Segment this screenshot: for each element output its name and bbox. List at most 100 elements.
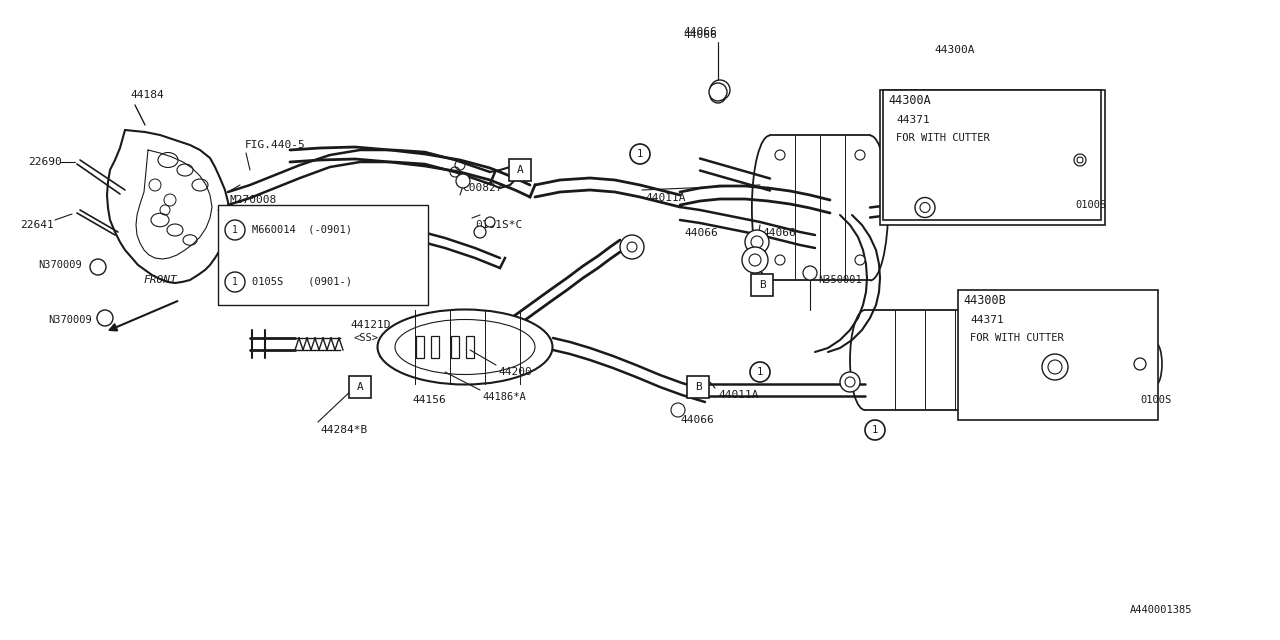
Text: 44371: 44371: [896, 115, 929, 125]
Text: A: A: [357, 382, 364, 392]
Text: N350001: N350001: [818, 275, 861, 285]
Bar: [751, 274, 773, 296]
Circle shape: [774, 150, 785, 160]
Text: 44011A: 44011A: [718, 390, 759, 400]
Text: 44371: 44371: [970, 315, 1004, 325]
Text: <SS>: <SS>: [353, 333, 378, 343]
Circle shape: [855, 255, 865, 265]
Text: FOR WITH CUTTER: FOR WITH CUTTER: [896, 133, 989, 143]
Text: 0100S: 0100S: [1075, 200, 1106, 210]
Text: 44066: 44066: [684, 27, 717, 37]
Circle shape: [1076, 157, 1083, 163]
Circle shape: [627, 242, 637, 252]
Text: 1: 1: [872, 425, 878, 435]
Circle shape: [376, 230, 384, 238]
Circle shape: [749, 254, 762, 266]
Text: FOR WITH CUTTER: FOR WITH CUTTER: [970, 333, 1064, 343]
Circle shape: [346, 218, 355, 226]
Circle shape: [751, 236, 763, 248]
Circle shape: [1074, 154, 1085, 166]
Circle shape: [1042, 354, 1068, 380]
Text: 44184: 44184: [131, 90, 164, 100]
Text: FIG.440-5: FIG.440-5: [244, 140, 306, 150]
Text: 44300B: 44300B: [963, 294, 1006, 307]
Circle shape: [745, 230, 769, 254]
Text: 44121D: 44121D: [305, 255, 346, 265]
Circle shape: [381, 223, 389, 231]
Text: M270008: M270008: [230, 195, 278, 205]
Bar: [416, 336, 424, 358]
Text: N370009: N370009: [38, 260, 82, 270]
Text: 1: 1: [637, 149, 643, 159]
Circle shape: [411, 234, 419, 242]
Circle shape: [915, 198, 934, 218]
Text: 44284*B: 44284*B: [320, 425, 367, 435]
Text: FOR WITH CUTTER: FOR WITH CUTTER: [920, 132, 1009, 142]
Circle shape: [485, 217, 495, 227]
Circle shape: [378, 220, 387, 228]
Circle shape: [774, 255, 785, 265]
Bar: [881, 90, 1105, 225]
Circle shape: [383, 233, 390, 241]
Text: 44184: 44184: [259, 233, 292, 243]
Circle shape: [803, 266, 817, 280]
Circle shape: [1134, 358, 1146, 370]
Text: 0100S: 0100S: [1140, 395, 1171, 405]
Circle shape: [90, 259, 106, 275]
Bar: [466, 336, 474, 358]
Text: 0100S: 0100S: [1068, 167, 1100, 177]
Bar: [957, 290, 1158, 420]
Text: A: A: [517, 165, 524, 175]
Circle shape: [1048, 360, 1062, 374]
Text: 44371: 44371: [931, 115, 961, 125]
Circle shape: [97, 310, 113, 326]
Text: 44121D: 44121D: [349, 320, 390, 330]
Text: M660014  (-0901): M660014 (-0901): [252, 225, 352, 235]
Circle shape: [225, 220, 244, 240]
Circle shape: [456, 174, 470, 188]
Circle shape: [742, 247, 768, 273]
Text: B: B: [695, 382, 701, 392]
Text: 22690: 22690: [28, 157, 61, 167]
Circle shape: [845, 377, 855, 387]
Bar: [431, 336, 439, 358]
Ellipse shape: [378, 310, 553, 385]
Bar: [218, 205, 428, 305]
Bar: [883, 90, 1101, 220]
Text: <MT>: <MT>: [310, 267, 335, 277]
Text: 22641: 22641: [20, 220, 54, 230]
Text: 0105S    (0901-): 0105S (0901-): [252, 277, 352, 287]
Text: 1: 1: [756, 367, 763, 377]
Bar: [451, 336, 460, 358]
Circle shape: [855, 150, 865, 160]
Text: 44156: 44156: [412, 395, 445, 405]
Text: M250076: M250076: [285, 295, 329, 305]
Text: 44186*A: 44186*A: [483, 392, 526, 402]
Circle shape: [710, 80, 730, 100]
Text: 44200: 44200: [498, 367, 531, 377]
Circle shape: [865, 420, 884, 440]
Text: 44066: 44066: [762, 228, 796, 238]
Circle shape: [709, 83, 727, 101]
Bar: [349, 376, 371, 398]
Text: 44066: 44066: [684, 30, 717, 40]
Text: C00827: C00827: [462, 183, 503, 193]
Text: FRONT: FRONT: [143, 275, 177, 285]
Text: 44066: 44066: [680, 415, 714, 425]
Circle shape: [413, 226, 421, 234]
Circle shape: [348, 228, 356, 236]
Text: 44300A: 44300A: [934, 45, 975, 55]
Bar: [509, 159, 531, 181]
Text: N370009: N370009: [49, 315, 92, 325]
Text: 44011A: 44011A: [645, 193, 686, 203]
Text: B: B: [759, 280, 765, 290]
Text: 1: 1: [232, 225, 238, 235]
Text: A440001385: A440001385: [1130, 605, 1193, 615]
Circle shape: [630, 144, 650, 164]
Text: M250076: M250076: [285, 281, 329, 291]
Text: 44066: 44066: [684, 228, 718, 238]
Circle shape: [671, 403, 685, 417]
Text: 44300A: 44300A: [934, 95, 975, 105]
Circle shape: [474, 226, 486, 238]
Circle shape: [620, 235, 644, 259]
